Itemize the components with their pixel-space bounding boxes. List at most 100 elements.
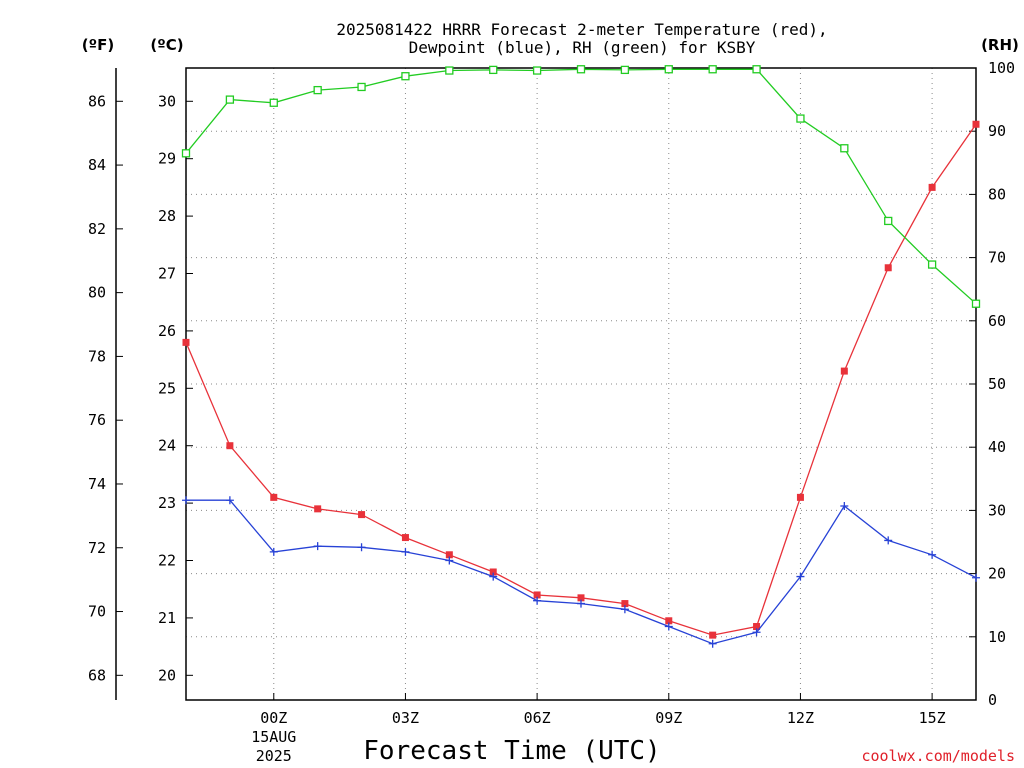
data-point-temperature — [709, 631, 717, 639]
x-tick-label: 15Z — [919, 709, 946, 727]
data-point-temperature — [840, 367, 848, 375]
series-layer — [181, 65, 981, 648]
data-point-dewpoint — [664, 622, 673, 631]
data-point-rh — [664, 65, 673, 74]
data-point-dewpoint — [182, 496, 190, 505]
data-point-rh — [357, 82, 366, 92]
x-tick-year-label: 2025 — [256, 747, 292, 765]
rh-tick-label: 30 — [988, 501, 1006, 519]
data-point-rh — [225, 95, 235, 104]
celsius-tick-label: 25 — [158, 379, 176, 397]
data-point-dewpoint — [401, 547, 410, 556]
data-point-dewpoint — [313, 542, 322, 551]
data-point-dewpoint — [269, 547, 278, 556]
data-point-dewpoint — [225, 496, 234, 505]
rh-tick-label: 50 — [988, 375, 1006, 393]
credit-text: coolwx.com/models — [861, 747, 1015, 765]
data-point-dewpoint — [884, 536, 893, 545]
data-point-rh — [840, 144, 849, 153]
rh-tick-label: 60 — [988, 312, 1006, 330]
chart-title-line2: Dewpoint (blue), RH (green) for KSBY — [409, 38, 756, 57]
data-point-rh — [752, 65, 761, 74]
data-point-temperature — [577, 594, 585, 602]
celsius-tick-label: 20 — [158, 666, 176, 684]
rh-tick-label: 10 — [988, 628, 1006, 646]
series-line-dewpoint — [186, 499, 977, 645]
data-point-dewpoint — [577, 599, 585, 608]
data-point-temperature — [928, 183, 936, 191]
data-point-dewpoint — [840, 501, 849, 510]
fahrenheit-tick-label: 80 — [88, 284, 106, 302]
celsius-tick-label: 29 — [158, 150, 176, 168]
data-point-dewpoint — [445, 556, 454, 565]
series-line-temperature — [185, 123, 977, 636]
data-point-temperature — [314, 505, 322, 513]
series-dewpoint — [182, 496, 980, 648]
data-point-dewpoint — [533, 596, 542, 605]
data-point-rh — [532, 66, 542, 75]
series-rh — [181, 65, 981, 308]
rh-tick-label: 100 — [988, 59, 1015, 77]
axes: 20 21 22 23 24 25 26 27 28 29 30 68 70 72 74 76 78 80 82 84… — [88, 59, 1015, 765]
x-tick-label: 09Z — [655, 709, 682, 727]
data-point-temperature — [270, 493, 278, 501]
x-tick-label: 06Z — [524, 709, 551, 727]
data-point-temperature — [226, 442, 234, 450]
rh-tick-label: 20 — [988, 565, 1006, 583]
fahrenheit-tick-label: 84 — [88, 156, 106, 174]
data-point-rh — [708, 65, 717, 74]
data-point-rh — [796, 114, 805, 123]
data-point-rh — [620, 65, 630, 75]
data-point-temperature — [884, 264, 892, 272]
rh-tick-label: 0 — [988, 691, 997, 709]
data-point-temperature — [358, 511, 366, 519]
celsius-tick-label: 28 — [158, 207, 176, 225]
data-point-rh — [576, 65, 586, 74]
fahrenheit-tick-label: 86 — [88, 92, 106, 110]
data-point-dewpoint — [928, 550, 937, 559]
x-tick-label: 00Z — [260, 709, 287, 727]
data-point-rh — [181, 149, 191, 158]
data-point-temperature — [445, 551, 453, 559]
x-tick-label: 03Z — [392, 709, 419, 727]
celsius-unit-label: (ºC) — [150, 36, 183, 54]
data-point-temperature — [665, 617, 673, 625]
fahrenheit-tick-label: 74 — [88, 475, 106, 493]
data-point-rh — [884, 216, 893, 226]
rh-tick-label: 40 — [988, 438, 1006, 456]
celsius-tick-label: 22 — [158, 552, 176, 570]
fahrenheit-unit-label: (ºF) — [82, 36, 114, 54]
data-point-temperature — [533, 591, 541, 599]
series-temperature — [182, 120, 980, 639]
data-point-dewpoint — [489, 572, 498, 581]
data-point-temperature — [972, 120, 980, 128]
fahrenheit-tick-label: 72 — [88, 539, 106, 557]
chart-title-line1: 2025081422 HRRR Forecast 2-meter Tempera… — [336, 20, 827, 39]
data-point-dewpoint — [796, 572, 805, 581]
x-tick-label: 12Z — [787, 709, 814, 727]
data-point-dewpoint — [357, 543, 366, 552]
data-point-rh — [489, 65, 498, 75]
data-point-rh — [445, 66, 454, 75]
rh-unit-label: (RH) — [981, 36, 1019, 54]
series-line-rh — [185, 68, 977, 305]
data-point-rh — [971, 299, 981, 308]
data-point-dewpoint — [752, 628, 761, 637]
data-point-dewpoint — [708, 639, 717, 648]
data-point-temperature — [621, 600, 629, 608]
data-point-temperature — [753, 623, 761, 631]
celsius-tick-label: 26 — [158, 322, 176, 340]
data-point-dewpoint — [620, 605, 629, 614]
celsius-tick-label: 30 — [158, 92, 176, 110]
celsius-tick-label: 23 — [158, 494, 176, 512]
x-tick-date-label: 15AUG — [251, 728, 296, 746]
celsius-tick-label: 21 — [158, 609, 176, 627]
data-point-rh — [401, 72, 410, 81]
grid-lines — [186, 68, 976, 700]
fahrenheit-tick-label: 70 — [88, 603, 106, 621]
rh-tick-label: 80 — [988, 185, 1006, 203]
celsius-tick-label: 24 — [158, 437, 176, 455]
rh-tick-label: 90 — [988, 122, 1006, 140]
celsius-tick-label: 27 — [158, 265, 176, 283]
